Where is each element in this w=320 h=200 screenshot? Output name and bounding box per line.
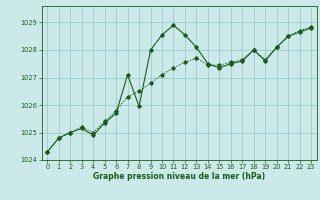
X-axis label: Graphe pression niveau de la mer (hPa): Graphe pression niveau de la mer (hPa) bbox=[93, 172, 265, 181]
